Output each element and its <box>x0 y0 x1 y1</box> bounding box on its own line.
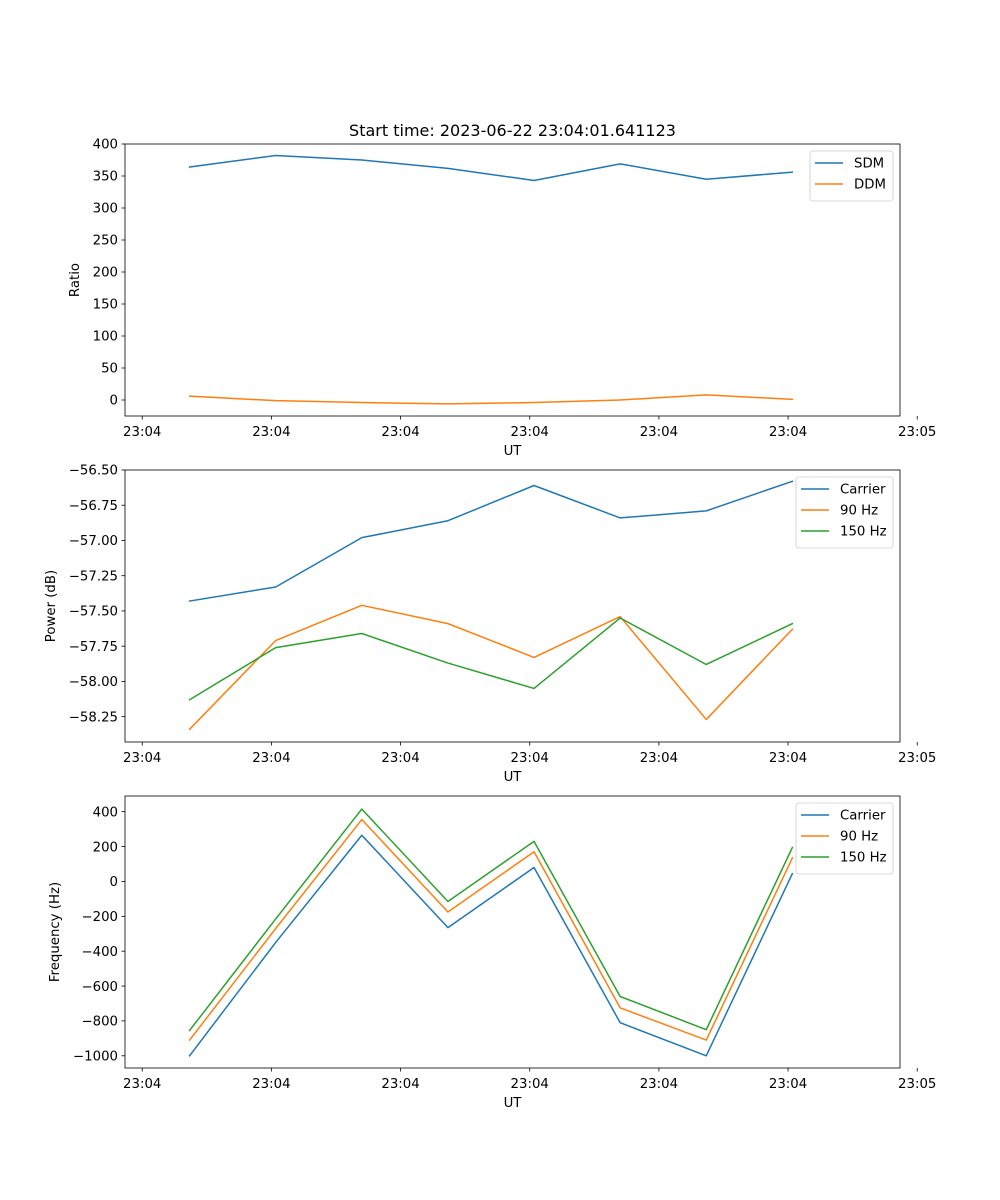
series-line-2 <box>188 617 794 701</box>
y-tick-label: −200 <box>81 910 118 925</box>
x-tick-label: 23:04 <box>769 1077 807 1092</box>
x-axis-label: UT <box>504 444 523 459</box>
x-tick-label: 23:04 <box>769 751 807 766</box>
x-tick-label: 23:04 <box>381 1077 419 1092</box>
y-tick-label: −56.50 <box>69 464 118 479</box>
x-axis-label: UT <box>504 770 523 785</box>
x-tick-label: 23:04 <box>252 425 290 440</box>
y-tick-label: −57.00 <box>69 534 118 549</box>
ratio-panel: 23:04 23:04 23:04 23:04 23:04 23:04 23:05 0 50 10… <box>68 121 936 459</box>
y-tick-label: −800 <box>81 1015 118 1030</box>
y-tick-label: 400 <box>93 805 118 820</box>
series-line-2 <box>188 808 794 1032</box>
x-tick-label: 23:04 <box>769 425 807 440</box>
y-axis-label: Frequency (Hz) <box>48 882 63 982</box>
legend-label-1: DDM <box>854 178 886 193</box>
x-tick-label: 23:04 <box>252 1077 290 1092</box>
y-tick-label: −1000 <box>73 1049 118 1064</box>
x-tick-label: 23:04 <box>640 1077 678 1092</box>
power-panel: 23:04 23:04 23:04 23:04 23:04 23:04 23:05 −58.2… <box>44 464 936 785</box>
y-tick-label: −57.75 <box>69 640 118 655</box>
y-tick-label: −57.25 <box>69 569 118 584</box>
y-tick-label: 0 <box>110 394 118 409</box>
axes-frame <box>124 795 901 1069</box>
legend-label-1: 90 Hz <box>840 830 878 845</box>
x-tick-label: 23:04 <box>381 425 419 440</box>
x-tick-label: 23:04 <box>381 751 419 766</box>
y-tick-label: −58.25 <box>69 710 118 725</box>
x-tick-label: 23:05 <box>898 1077 936 1092</box>
x-tick-label: 23:04 <box>511 751 549 766</box>
y-tick-label: 200 <box>93 266 118 281</box>
y-tick-label: −58.00 <box>69 675 118 690</box>
y-axis-label: Power (dB) <box>44 570 59 642</box>
y-tick-label: −57.50 <box>69 605 118 620</box>
y-tick-label: 50 <box>101 362 118 377</box>
y-tick-label: −600 <box>81 980 118 995</box>
x-tick-label: 23:05 <box>898 751 936 766</box>
y-tick-label: 300 <box>93 202 118 217</box>
x-tick-label: 23:04 <box>640 751 678 766</box>
series-line-0 <box>188 154 794 182</box>
series-line-0 <box>188 834 794 1057</box>
legend-label-0: Carrier <box>840 809 886 824</box>
x-tick-label: 23:04 <box>123 425 161 440</box>
axes-frame <box>124 469 901 743</box>
x-tick-label: 23:05 <box>898 425 936 440</box>
legend-label-1: 90 Hz <box>840 504 878 519</box>
y-axis-label: Ratio <box>68 263 83 297</box>
x-tick-label: 23:04 <box>511 425 549 440</box>
chart-title: Start time: 2023-06-22 23:04:01.641123 <box>349 121 676 140</box>
legend-label-2: 150 Hz <box>840 851 887 866</box>
x-tick-label: 23:04 <box>511 1077 549 1092</box>
y-tick-label: −400 <box>81 945 118 960</box>
y-tick-label: 400 <box>93 138 118 153</box>
y-tick-label: 350 <box>93 170 118 185</box>
y-tick-label: 0 <box>110 875 118 890</box>
y-tick-label: 150 <box>93 298 118 313</box>
frequency-panel: 23:04 23:04 23:04 23:04 23:04 23:04 23:05 −1000… <box>48 795 936 1111</box>
axes-frame <box>124 143 901 417</box>
series-line-0 <box>188 480 794 602</box>
y-tick-label: 200 <box>93 840 118 855</box>
legend-label-2: 150 Hz <box>840 525 887 540</box>
series-line-1 <box>188 604 794 731</box>
series-line-1 <box>188 818 794 1042</box>
x-tick-label: 23:04 <box>252 751 290 766</box>
x-tick-label: 23:04 <box>123 1077 161 1092</box>
x-tick-label: 23:04 <box>123 751 161 766</box>
y-tick-label: 100 <box>93 330 118 345</box>
series-line-1 <box>188 394 794 405</box>
y-tick-label: 250 <box>93 234 118 249</box>
x-tick-label: 23:04 <box>640 425 678 440</box>
y-tick-label: −56.75 <box>69 499 118 514</box>
legend-label-0: SDM <box>854 157 884 172</box>
x-axis-label: UT <box>504 1096 523 1111</box>
legend-label-0: Carrier <box>840 483 886 498</box>
